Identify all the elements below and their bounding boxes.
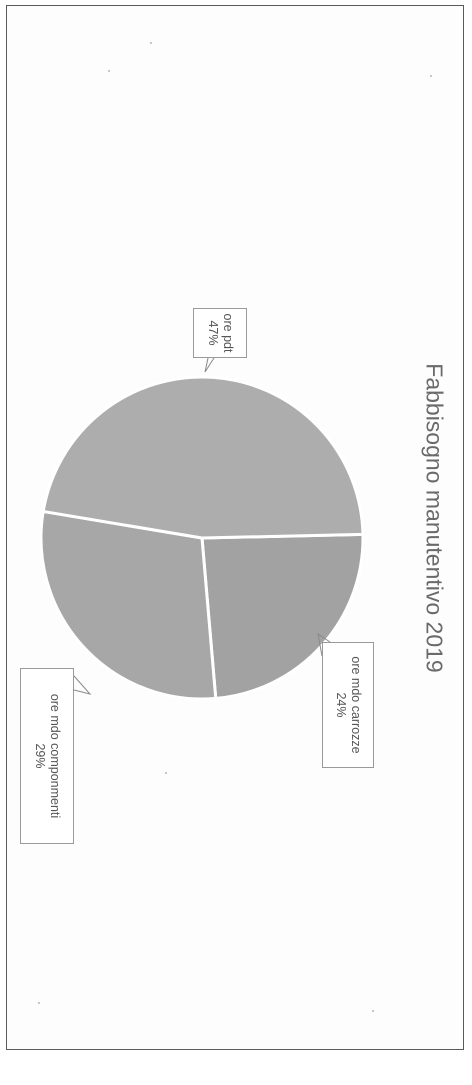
data-label-name: ore pdt — [221, 313, 235, 353]
data-label-value: 47% — [206, 320, 220, 346]
data-label-value: 24% — [334, 692, 348, 718]
pie-slice-ore-mdo-carrozze — [200, 532, 365, 701]
scan-speck — [108, 70, 110, 72]
pie-slice-ore-mdo-componmenti — [39, 509, 218, 701]
callout-leaders — [73, 357, 331, 695]
scan-speck — [372, 1010, 374, 1012]
pie-slice-ore-pdt — [41, 375, 365, 540]
data-label-ore-pdt: ore pdt 47% — [193, 308, 247, 358]
leader-ore-mdo-componmenti — [73, 675, 92, 695]
data-label-ore-mdo-carrozze: ore mdo carrozze 24% — [322, 642, 374, 768]
leader-ore-mdo-carrozze — [317, 632, 331, 657]
data-label-name: ore mdo componmenti — [48, 693, 62, 819]
data-label-ore-mdo-componmenti: ore mdo componmenti 29% — [20, 668, 74, 844]
scan-speck — [165, 772, 167, 774]
data-label-value: 29% — [33, 743, 47, 769]
scan-speck — [150, 42, 152, 44]
data-label-name: ore mdo carrozze — [349, 656, 363, 754]
leader-ore-pdt — [204, 357, 215, 373]
pie-slices — [39, 375, 365, 701]
scan-speck — [430, 75, 432, 77]
scan-speck — [38, 1002, 40, 1004]
